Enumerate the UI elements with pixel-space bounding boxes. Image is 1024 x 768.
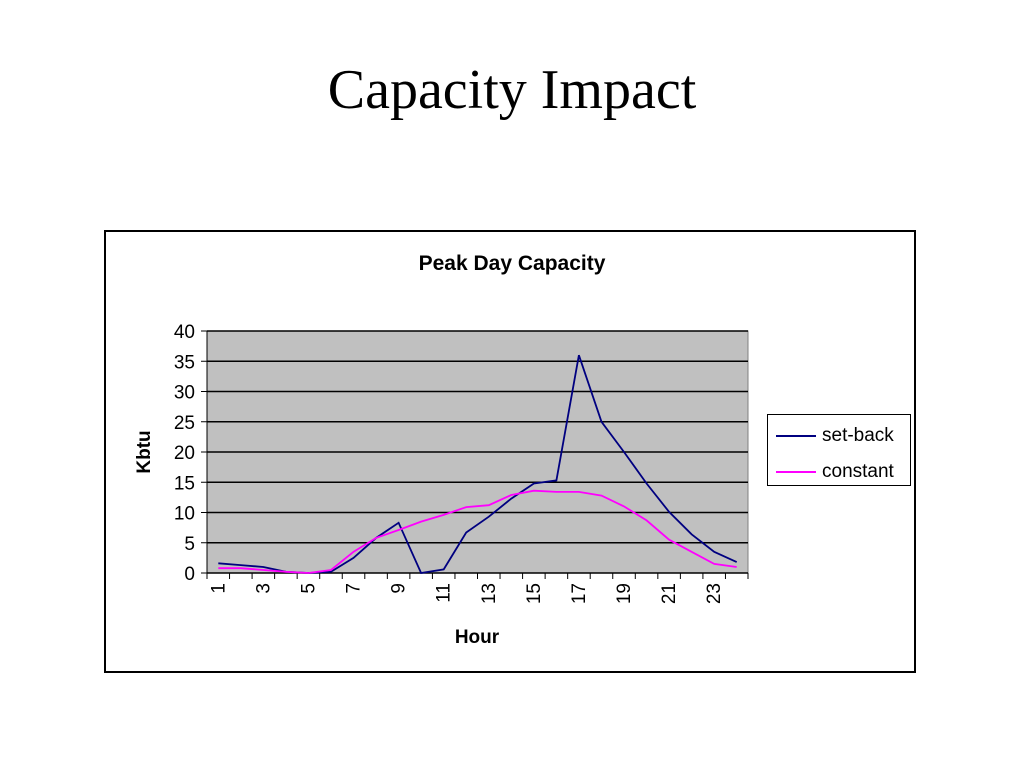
y-tick-label: 40 — [174, 322, 195, 343]
x-tick-label: 21 — [659, 583, 680, 604]
legend-swatch-set-back — [776, 435, 816, 437]
y-tick-label: 10 — [174, 504, 195, 525]
x-tick-label: 11 — [434, 583, 455, 603]
x-tick-label: 1 — [208, 583, 229, 594]
legend-label-set-back: set-back — [822, 425, 894, 446]
y-tick-label: 20 — [174, 443, 195, 464]
y-tick-label: 0 — [184, 564, 195, 585]
x-tick-label: 9 — [389, 583, 410, 594]
chart-legend: set-back constant — [767, 414, 911, 486]
x-tick-label: 3 — [253, 583, 274, 594]
y-axis-label: Kbtu — [134, 430, 155, 473]
x-tick-label: 5 — [298, 583, 319, 594]
x-tick-label: 7 — [344, 583, 365, 594]
x-tick-label: 15 — [524, 583, 545, 604]
y-tick-label: 35 — [174, 352, 195, 373]
legend-label-constant: constant — [822, 461, 894, 482]
slide-title: Capacity Impact — [327, 59, 697, 121]
y-tick-label: 15 — [174, 473, 195, 494]
series-line-constant — [218, 489, 737, 574]
x-axis-label: Hour — [455, 627, 500, 648]
x-tick-label: 19 — [614, 583, 635, 604]
y-tick-label: 5 — [184, 534, 195, 555]
x-tick-label: 23 — [704, 583, 725, 604]
x-tick-label: 13 — [479, 583, 500, 604]
x-tick-label: 17 — [569, 583, 590, 604]
y-tick-label: 30 — [174, 383, 195, 404]
legend-item-set-back: set-back — [776, 425, 894, 447]
legend-swatch-constant — [776, 471, 816, 473]
y-tick-label: 25 — [174, 413, 195, 434]
chart-title: Peak Day Capacity — [419, 252, 606, 275]
legend-item-constant: constant — [776, 461, 894, 483]
